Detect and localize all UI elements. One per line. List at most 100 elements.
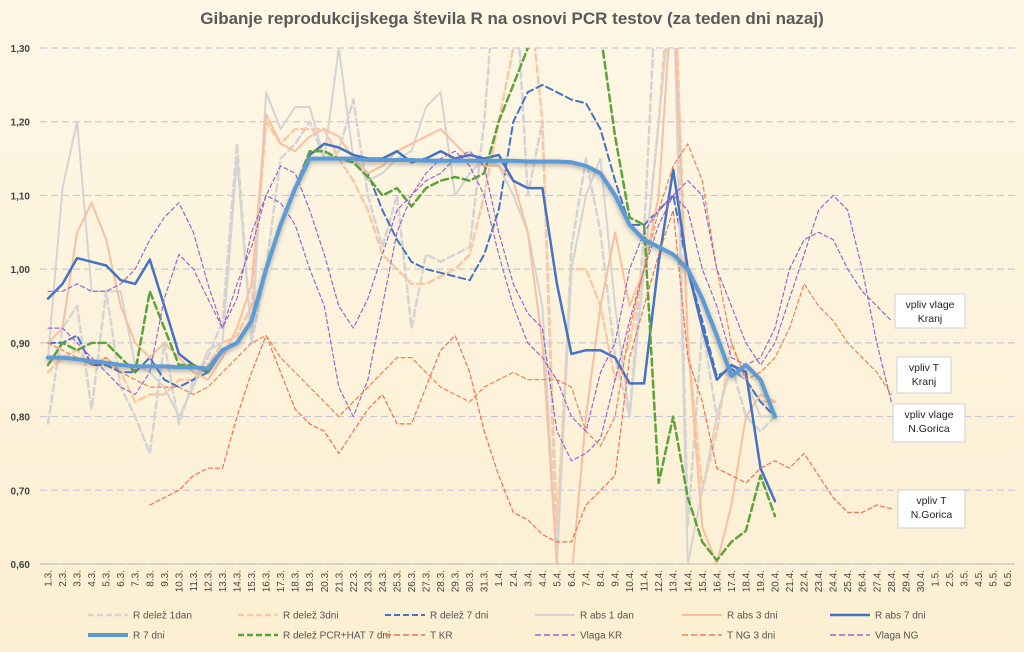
annotation-text: vpliv T <box>916 495 947 507</box>
legend-label: R delež 3dni <box>283 611 339 622</box>
x-tick-label: 26.4. <box>858 570 869 592</box>
series-line <box>47 48 776 564</box>
x-tick-label: 8.4. <box>596 570 607 587</box>
x-tick-label: 27.3. <box>422 570 433 592</box>
x-tick-label: 3.4. <box>523 570 534 587</box>
annotations: vpliv vlage Kranj vpliv T Kranj vpliv vlage N… <box>892 293 966 529</box>
series-line <box>46 142 777 503</box>
x-tick-label: 8.3. <box>145 570 156 587</box>
x-tick-label: 22.4. <box>800 570 811 592</box>
y-tick-label: 1,30 <box>11 44 31 55</box>
x-tick-label: 18.4. <box>741 570 752 592</box>
x-tick-label: 14.4. <box>683 570 694 592</box>
x-tick-label: 27.4. <box>872 570 883 592</box>
series-line <box>46 48 777 564</box>
x-tick-label: 4.4. <box>538 570 549 587</box>
x-tick-label: 21.4. <box>785 570 796 592</box>
x-tick-label: 6.3. <box>116 570 127 587</box>
annotation-text: vpliv vlage <box>904 409 953 421</box>
x-tick-label: 13.3. <box>218 570 229 592</box>
x-tick-label: 29.4. <box>901 570 912 592</box>
legend-label: R delež 7 dni <box>430 611 488 622</box>
x-tick-label: 3.3. <box>73 570 84 587</box>
annotation-text: Kranj <box>912 376 937 388</box>
legend-label: T KR <box>430 631 453 642</box>
x-tick-label: 20.4. <box>771 570 782 592</box>
x-tick-label: 10.3. <box>174 570 185 592</box>
annotation-text: vpliv vlage <box>905 299 954 311</box>
x-tick-label: 12.4. <box>654 570 665 592</box>
x-tick-label: 15.3. <box>247 570 258 592</box>
x-tick-label: 5.3. <box>102 570 113 587</box>
y-tick-label: 1,20 <box>11 118 31 129</box>
series-line <box>46 48 777 562</box>
lines <box>46 48 892 564</box>
x-tick-label: 17.4. <box>727 570 738 592</box>
x-tick-label: 9.4. <box>611 570 622 587</box>
annotation-box <box>897 489 966 529</box>
x-tick-label: 1.3. <box>44 570 55 587</box>
x-tick-label: 1.4. <box>494 570 505 587</box>
x-tick-label: 19.4. <box>756 570 767 592</box>
x-tick-label: 28.4. <box>887 570 898 592</box>
x-tick-label: 11.3. <box>189 570 200 592</box>
series-line <box>47 48 776 564</box>
x-tick-label: 25.3. <box>392 570 403 592</box>
x-tick-label: 5.5. <box>989 570 1000 587</box>
x-tick-label: 15.4. <box>698 570 709 592</box>
x-tick-label: 21.3. <box>334 570 345 592</box>
series-line <box>47 150 892 432</box>
x-tick-label: 1.5. <box>930 570 941 587</box>
x-tick-label: 6.5. <box>1003 570 1014 587</box>
x-tick-label: 11.4. <box>640 570 651 592</box>
x-tick-label: 22.3. <box>349 570 360 592</box>
x-tick-label: 4.5. <box>974 570 985 587</box>
axes: 0,60 0,70 0,80 0,90 1,00 1,10 1,20 1,30 1.3. 2.3.… <box>11 44 1015 592</box>
annotation-text: vpliv T <box>909 362 940 374</box>
series-line <box>47 150 892 462</box>
x-tick-label: 2.4. <box>509 570 520 587</box>
x-tick-label: 5.4. <box>552 570 563 587</box>
x-tick-label: 24.4. <box>829 570 840 592</box>
x-tick-label: 17.3. <box>276 570 287 592</box>
legend-label: Vlaga NG <box>875 631 919 642</box>
x-tick-label: 31.3. <box>480 570 491 592</box>
annotation-text: Kranj <box>918 313 943 325</box>
y-tick-label: 1,00 <box>11 265 31 276</box>
x-tick-label: 12.3. <box>203 570 214 592</box>
x-tick-label: 24.3. <box>378 570 389 592</box>
x-tick-label: 30.4. <box>916 570 927 592</box>
x-tick-label: 28.3. <box>436 570 447 592</box>
x-tick-label: 19.3. <box>305 570 316 592</box>
x-tick-label: 7.3. <box>131 570 142 587</box>
x-tick-label: 26.3. <box>407 570 418 592</box>
legend-label: R delež 1dan <box>133 611 192 622</box>
legend-label: T NG 3 dni <box>727 631 775 642</box>
annotation-box <box>892 403 966 443</box>
y-tick-label: 0,60 <box>11 560 31 571</box>
x-tick-label: 25.4. <box>843 570 854 592</box>
x-tick-label: 7.4. <box>581 570 592 587</box>
y-tick-label: 0,70 <box>11 486 31 497</box>
x-tick-label: 23.4. <box>814 570 825 592</box>
annotation-text: N.Gorica <box>911 509 953 521</box>
legend-label: R delež PCR+HAT 7 dni <box>283 631 390 642</box>
y-tick-label: 0,80 <box>11 413 31 424</box>
series-line <box>46 156 777 419</box>
x-tick-label: 2.5. <box>945 570 956 587</box>
series-line <box>149 209 892 543</box>
x-tick-label: 2.3. <box>58 570 69 587</box>
annotation-text: N.Gorica <box>908 423 950 435</box>
chart-title: Gibanje reprodukcijskega števila R na os… <box>200 9 824 28</box>
x-tick-label: 16.3. <box>262 570 273 592</box>
x-tick-label: 16.4. <box>712 570 723 592</box>
legend-label: R abs 3 dni <box>727 611 778 622</box>
legend-label: R 7 dni <box>133 631 165 642</box>
legend-label: R abs 7 dni <box>875 611 926 622</box>
series-line <box>47 143 892 447</box>
x-tick-label: 18.3. <box>291 570 302 592</box>
x-tick-label: 30.3. <box>465 570 476 592</box>
x-tick-label: 4.3. <box>87 570 98 587</box>
